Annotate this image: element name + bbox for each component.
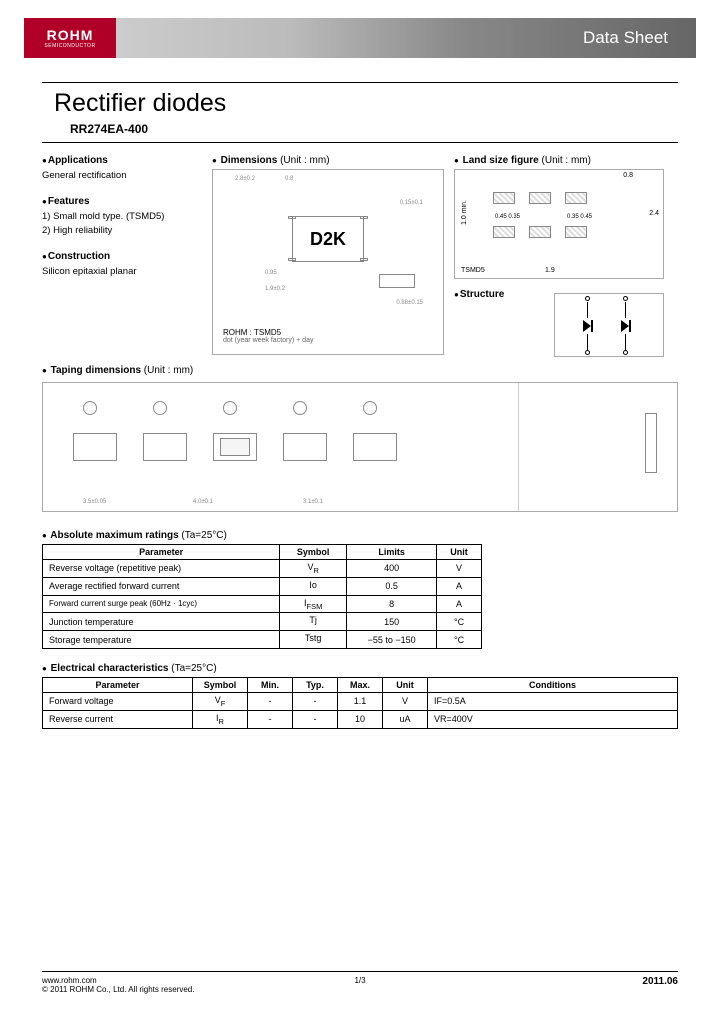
- sprocket-hole: [153, 401, 167, 415]
- tape-pocket: [283, 433, 327, 461]
- land-pad: [493, 226, 515, 238]
- brand-logo: ROHM SEMICONDUCTOR: [24, 18, 116, 58]
- features-heading: Features: [42, 196, 202, 207]
- brand-name: ROHM: [47, 27, 94, 43]
- structure-schematic: [554, 293, 664, 357]
- sprocket-hole: [363, 401, 377, 415]
- banner-title: Data Sheet: [583, 28, 668, 48]
- land-pad: [565, 226, 587, 238]
- absmax-heading: Absolute maximum ratings (Ta=25°C): [42, 530, 678, 541]
- tape-pocket: [143, 433, 187, 461]
- absolute-maximum-ratings-table: Parameter Symbol Limits Unit Reverse vol…: [42, 544, 482, 649]
- title-rule-bottom: [42, 142, 678, 143]
- features-list: 1) Small mold type. (TSMD5) 2) High reli…: [42, 210, 202, 237]
- dim-package-label: ROHM : TSMD5 dot (year week factory) + d…: [223, 328, 313, 344]
- land-pad: [529, 226, 551, 238]
- package-marking: D2K: [310, 229, 346, 250]
- footer-copyright: © 2011 ROHM Co., Ltd. All rights reserve…: [42, 985, 254, 994]
- table-row: Forward voltageVF--1.1VIF=0.5A: [43, 692, 678, 710]
- title-rule: [42, 82, 678, 83]
- brand-sub: SEMICONDUCTOR: [44, 43, 95, 49]
- feature-item: 2) High reliability: [42, 224, 202, 237]
- structure-heading: Structure: [454, 289, 504, 300]
- top-grid: Applications General rectification Featu…: [42, 155, 678, 357]
- land-pad: [529, 192, 551, 204]
- banner-gradient: Data Sheet: [116, 18, 696, 58]
- datasheet-page: ROHM SEMICONDUCTOR Data Sheet Rectifier …: [0, 0, 720, 1012]
- taping-heading: Taping dimensions (Unit : mm): [42, 365, 678, 376]
- land-pad: [565, 192, 587, 204]
- package-outline: D2K: [292, 216, 364, 262]
- electrical-characteristics-table: Parameter Symbol Min. Typ. Max. Unit Con…: [42, 677, 678, 729]
- applications-heading: Applications: [42, 155, 202, 166]
- applications-text: General rectification: [42, 169, 202, 182]
- side-view: [379, 274, 415, 288]
- sprocket-hole: [223, 401, 237, 415]
- sprocket-hole: [293, 401, 307, 415]
- tape-pocket: [73, 433, 117, 461]
- table-header-row: Parameter Symbol Limits Unit: [43, 545, 482, 560]
- page-title: Rectifier diodes: [24, 89, 696, 118]
- land-heading: Land size figure (Unit : mm): [454, 155, 664, 166]
- tape-cross-section: [645, 413, 657, 473]
- table-row: Junction temperatureTj150°C: [43, 613, 482, 631]
- land-pattern-drawing: 1.0 min. 0.8 2.4 0.45 0.35 0.35 0.45: [454, 169, 664, 279]
- top-banner: ROHM SEMICONDUCTOR Data Sheet: [24, 18, 696, 58]
- table-row: Reverse currentIR--10uAVR=400V: [43, 710, 678, 728]
- table-row: Average rectified forward currentIo0.5A: [43, 577, 482, 595]
- taping-drawing: 3.5±0.05 4.0±0.1 3.1±0.1: [42, 382, 678, 512]
- land-pad: [493, 192, 515, 204]
- table-row: Forward current surge peak (60Hz · 1cyc)…: [43, 595, 482, 613]
- page-footer: www.rohm.com © 2011 ROHM Co., Ltd. All r…: [42, 971, 678, 994]
- tape-pocket: [213, 433, 257, 461]
- table-header-row: Parameter Symbol Min. Typ. Max. Unit Con…: [43, 677, 678, 692]
- elec-heading: Electrical characteristics (Ta=25°C): [42, 663, 678, 674]
- dimensions-heading: Dimensions (Unit : mm): [212, 155, 444, 166]
- right-column: Land size figure (Unit : mm) 1.0 min. 0.…: [454, 155, 664, 357]
- table-row: Reverse voltage (repetitive peak)VR400V: [43, 560, 482, 578]
- left-column: Applications General rectification Featu…: [42, 155, 202, 357]
- feature-item: 1) Small mold type. (TSMD5): [42, 210, 202, 223]
- footer-date: 2011.06: [466, 976, 678, 994]
- table-row: Storage temperatureTstg−55 to −150°C: [43, 631, 482, 649]
- dimensions-drawing: 2.8±0.2 0.8 0.15±0.1 D2K 0.95 1.9±0.2 0.…: [212, 169, 444, 355]
- mid-column: Dimensions (Unit : mm) 2.8±0.2 0.8 0.15±…: [212, 155, 444, 357]
- tape-pocket: [353, 433, 397, 461]
- part-number: RR274EA-400: [24, 122, 696, 136]
- construction-text: Silicon epitaxial planar: [42, 265, 202, 278]
- sprocket-hole: [83, 401, 97, 415]
- page-number: 1/3: [254, 976, 466, 994]
- footer-url: www.rohm.com: [42, 976, 254, 985]
- construction-heading: Construction: [42, 251, 202, 262]
